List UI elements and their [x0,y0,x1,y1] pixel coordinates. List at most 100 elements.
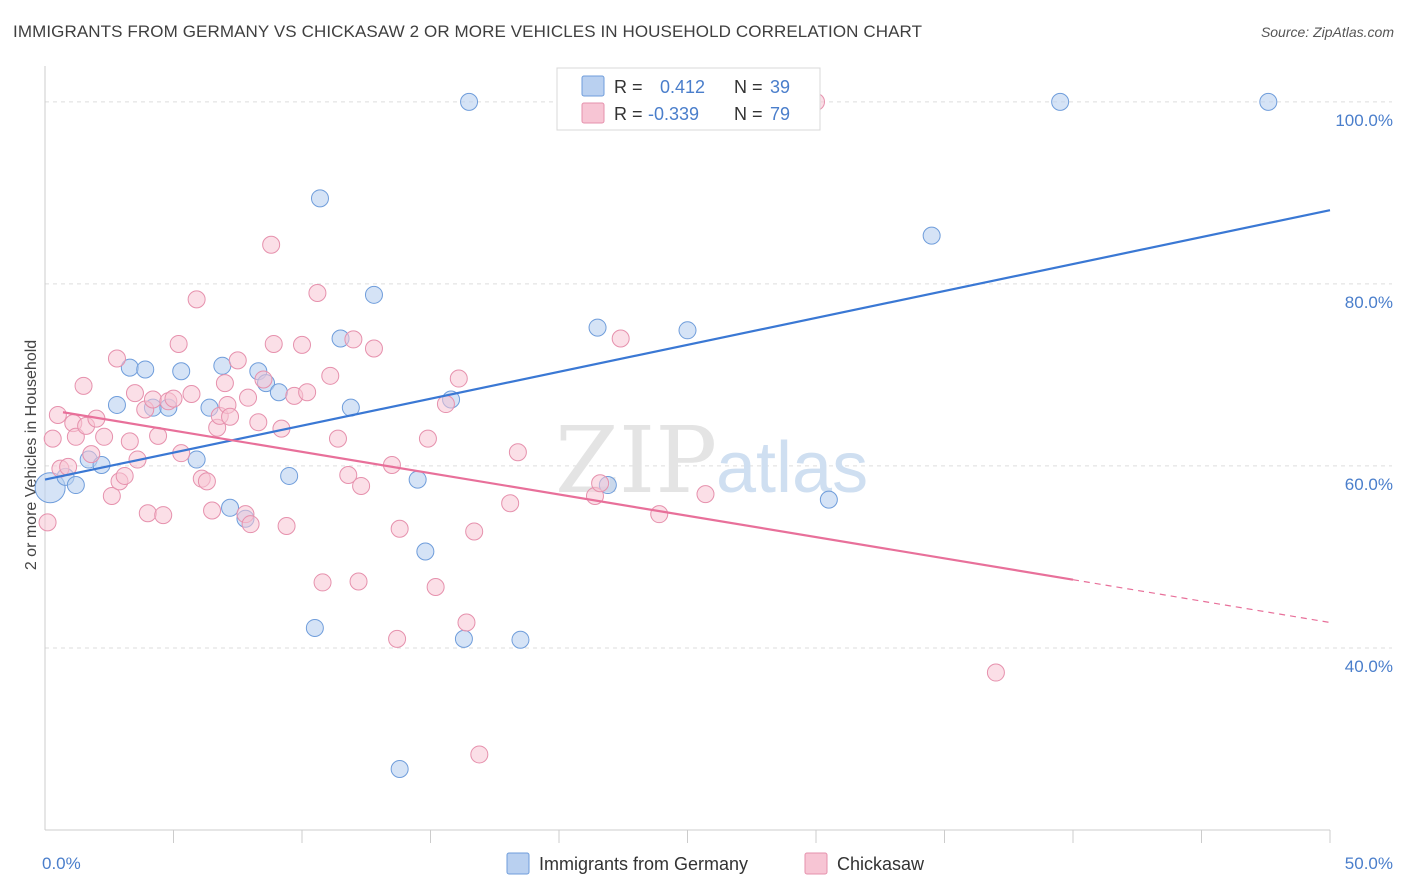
chickasaw-point [293,335,311,354]
germany-point [305,618,324,637]
legend-n-label-2: N = [734,104,763,124]
gridlines [45,101,1392,649]
chickasaw-point [125,384,144,403]
chickasaw-point [986,663,1005,682]
chickasaw-point [611,329,630,348]
chickasaw-point [197,472,216,491]
chickasaw-point [277,517,296,535]
chickasaw-point [107,349,126,368]
chickasaw-point [508,443,527,462]
chickasaw-point [308,283,327,302]
chickasaw-point [349,572,368,591]
chickasaw-point [364,339,383,358]
chickasaw-point [313,573,332,592]
y-tick-labels: 40.0% 60.0% 80.0% 100.0% [1335,111,1393,676]
chickasaw-point [352,476,371,495]
germany-point [511,630,530,649]
legend: R = 0.412 N = 39 R = -0.339 N = 79 [556,67,821,131]
germany-point [454,629,473,648]
chickasaw-point [449,369,468,388]
y-tick-label-0: 40.0% [1345,657,1393,676]
chickasaw-trend-extension [1072,579,1331,624]
chickasaw-point [696,485,715,504]
chickasaw-point [321,366,340,385]
chickasaw-trend-line [62,411,1074,581]
chickasaw-point [436,395,455,414]
axes [44,66,1331,843]
germany-point [213,356,232,375]
chickasaw-point [43,429,62,448]
chickasaw-point [115,466,134,485]
bottom-legend-swatch-pink [804,852,828,875]
y-tick-label-3: 100.0% [1335,111,1393,130]
chickasaw-point [215,374,234,393]
germany-point [187,450,206,469]
chickasaw-point [328,429,347,448]
germany-point [1051,92,1070,111]
germany-point [172,362,191,381]
germany-point [269,383,288,402]
chickasaw-point [239,388,258,407]
legend-n-label-1: N = [734,77,763,97]
chickasaw-point [154,506,173,525]
germany-point [310,189,329,208]
germany-point [136,360,155,379]
chickasaw-point [143,390,162,409]
chickasaw-point [95,427,114,446]
legend-r-value-1: 0.412 [660,77,705,97]
chickasaw-point [187,290,206,309]
germany-point [416,542,435,561]
chickasaw-point [182,385,201,404]
watermark: ZIP atlas [555,407,868,514]
source-label: Source: ZipAtlas.com [1260,24,1394,40]
germany-point [678,321,697,340]
chickasaw-point [203,501,222,520]
chickasaw-point [254,370,273,389]
chickasaw-point [501,494,520,513]
legend-r-value-2: -0.339 [648,104,699,124]
y-axis-label: 2 or more Vehicles in Household [23,340,40,570]
germany-point [408,470,427,489]
germany-point [588,318,607,337]
x-tick-label-1: 50.0% [1345,854,1393,873]
chickasaw-point [48,405,67,424]
y-tick-label-2: 80.0% [1345,293,1393,312]
chickasaw-point [426,577,445,596]
legend-n-value-2: 79 [770,104,790,124]
chickasaw-point [38,513,57,532]
chickasaw-point [470,745,489,764]
germany-point [107,395,126,414]
chickasaw-point [249,413,268,432]
chickasaw-point [298,383,317,402]
chickasaw-point [264,334,283,353]
bottom-legend-label-blue: Immigrants from Germany [539,854,748,874]
chickasaw-point [102,486,121,505]
chickasaw-point [388,629,407,648]
legend-n-value-1: 39 [770,77,790,97]
legend-swatch-blue [581,75,605,97]
chickasaw-point [344,330,363,349]
chart-title: IMMIGRANTS FROM GERMANY VS CHICKASAW 2 O… [13,22,923,41]
chickasaw-point [390,519,409,538]
germany-trend-line [44,209,1331,481]
bottom-legend-label-pink: Chickasaw [837,854,925,874]
x-tick-labels: 0.0% 50.0% [42,854,1393,873]
bottom-legend: Immigrants from Germany Chickasaw [506,852,925,875]
germany-point [1259,92,1278,111]
chickasaw-point [120,432,139,451]
chickasaw-point [164,389,183,408]
chickasaw-point [241,515,260,534]
chickasaw-point [457,613,476,632]
chickasaw-point [465,522,484,541]
germany-point [819,490,838,509]
chickasaw-point [262,235,281,254]
chickasaw-point [138,504,157,523]
chickasaw-point [169,334,188,353]
y-tick-label-1: 60.0% [1345,475,1393,494]
germany-point [66,476,85,495]
legend-swatch-pink [581,102,605,124]
chickasaw-point [82,445,101,464]
chickasaw-point [221,407,240,426]
germany-point [460,92,479,111]
